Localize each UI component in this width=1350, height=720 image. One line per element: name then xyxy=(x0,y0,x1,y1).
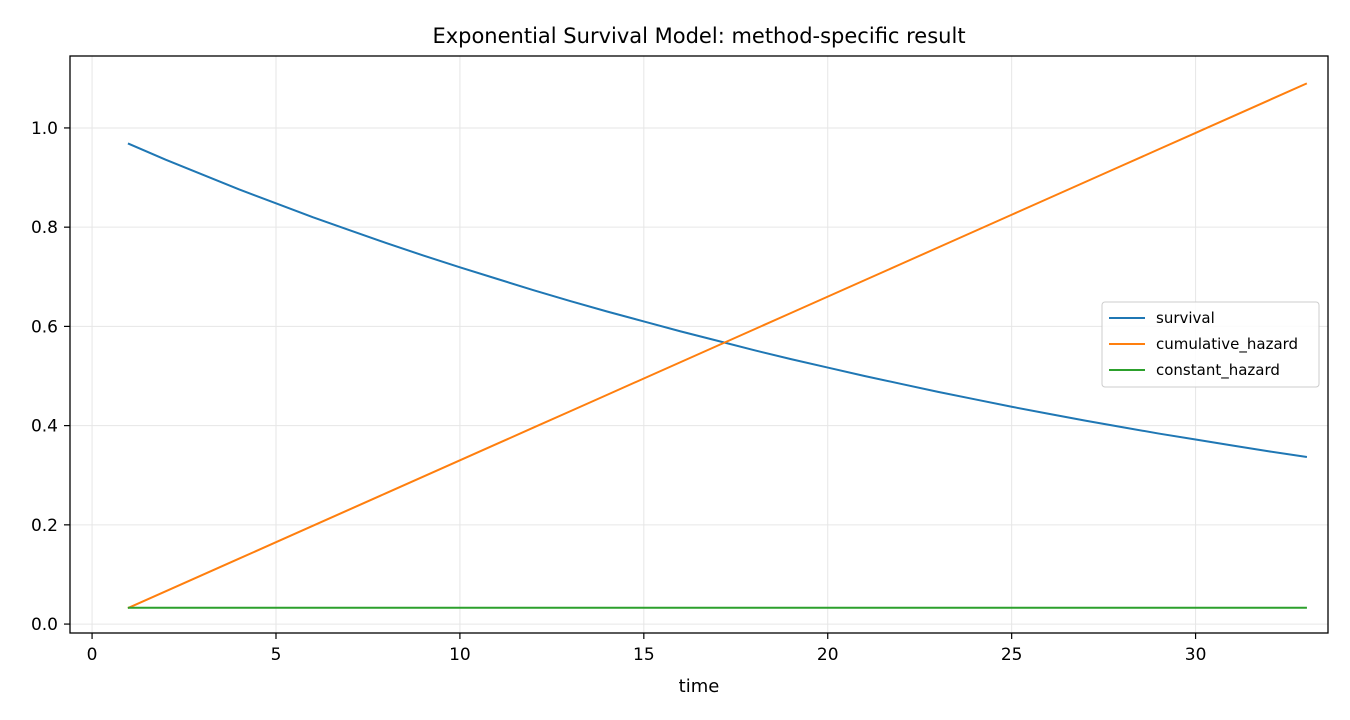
y-tick-label: 0.6 xyxy=(31,317,58,337)
legend: survival cumulative_hazard constant_hazard xyxy=(1101,301,1320,388)
y-tick-label: 0.0 xyxy=(31,615,58,635)
y-tick-label: 0.2 xyxy=(31,516,58,536)
x-tick-label: 15 xyxy=(633,645,655,665)
series-line-survival xyxy=(127,142,1308,459)
series-lines xyxy=(127,82,1308,610)
x-axis-label: time xyxy=(679,676,720,697)
x-tick-label: 20 xyxy=(817,645,839,665)
plot-area-frame xyxy=(69,55,1329,634)
y-tick-label: 1.0 xyxy=(31,119,58,139)
legend-box xyxy=(1101,301,1320,388)
axis-ticks: 0 5 10 15 20 25 30 0.0 0.2 0.4 0.6 0.8 1.0 xyxy=(31,119,1206,665)
x-tick-label: 5 xyxy=(271,645,282,665)
x-tick-label: 30 xyxy=(1185,645,1207,665)
series-line-cumulative-hazard xyxy=(127,82,1308,610)
y-tick-label: 0.8 xyxy=(31,218,58,238)
legend-label-cumulative-hazard: cumulative_hazard xyxy=(1156,335,1298,354)
legend-label-survival: survival xyxy=(1156,309,1215,327)
x-tick-label: 25 xyxy=(1001,645,1023,665)
chart-title: Exponential Survival Model: method-speci… xyxy=(432,24,965,48)
x-tick-label: 10 xyxy=(449,645,471,665)
y-tick-label: 0.4 xyxy=(31,417,58,437)
x-tick-label: 0 xyxy=(87,645,98,665)
legend-label-constant-hazard: constant_hazard xyxy=(1156,361,1280,380)
